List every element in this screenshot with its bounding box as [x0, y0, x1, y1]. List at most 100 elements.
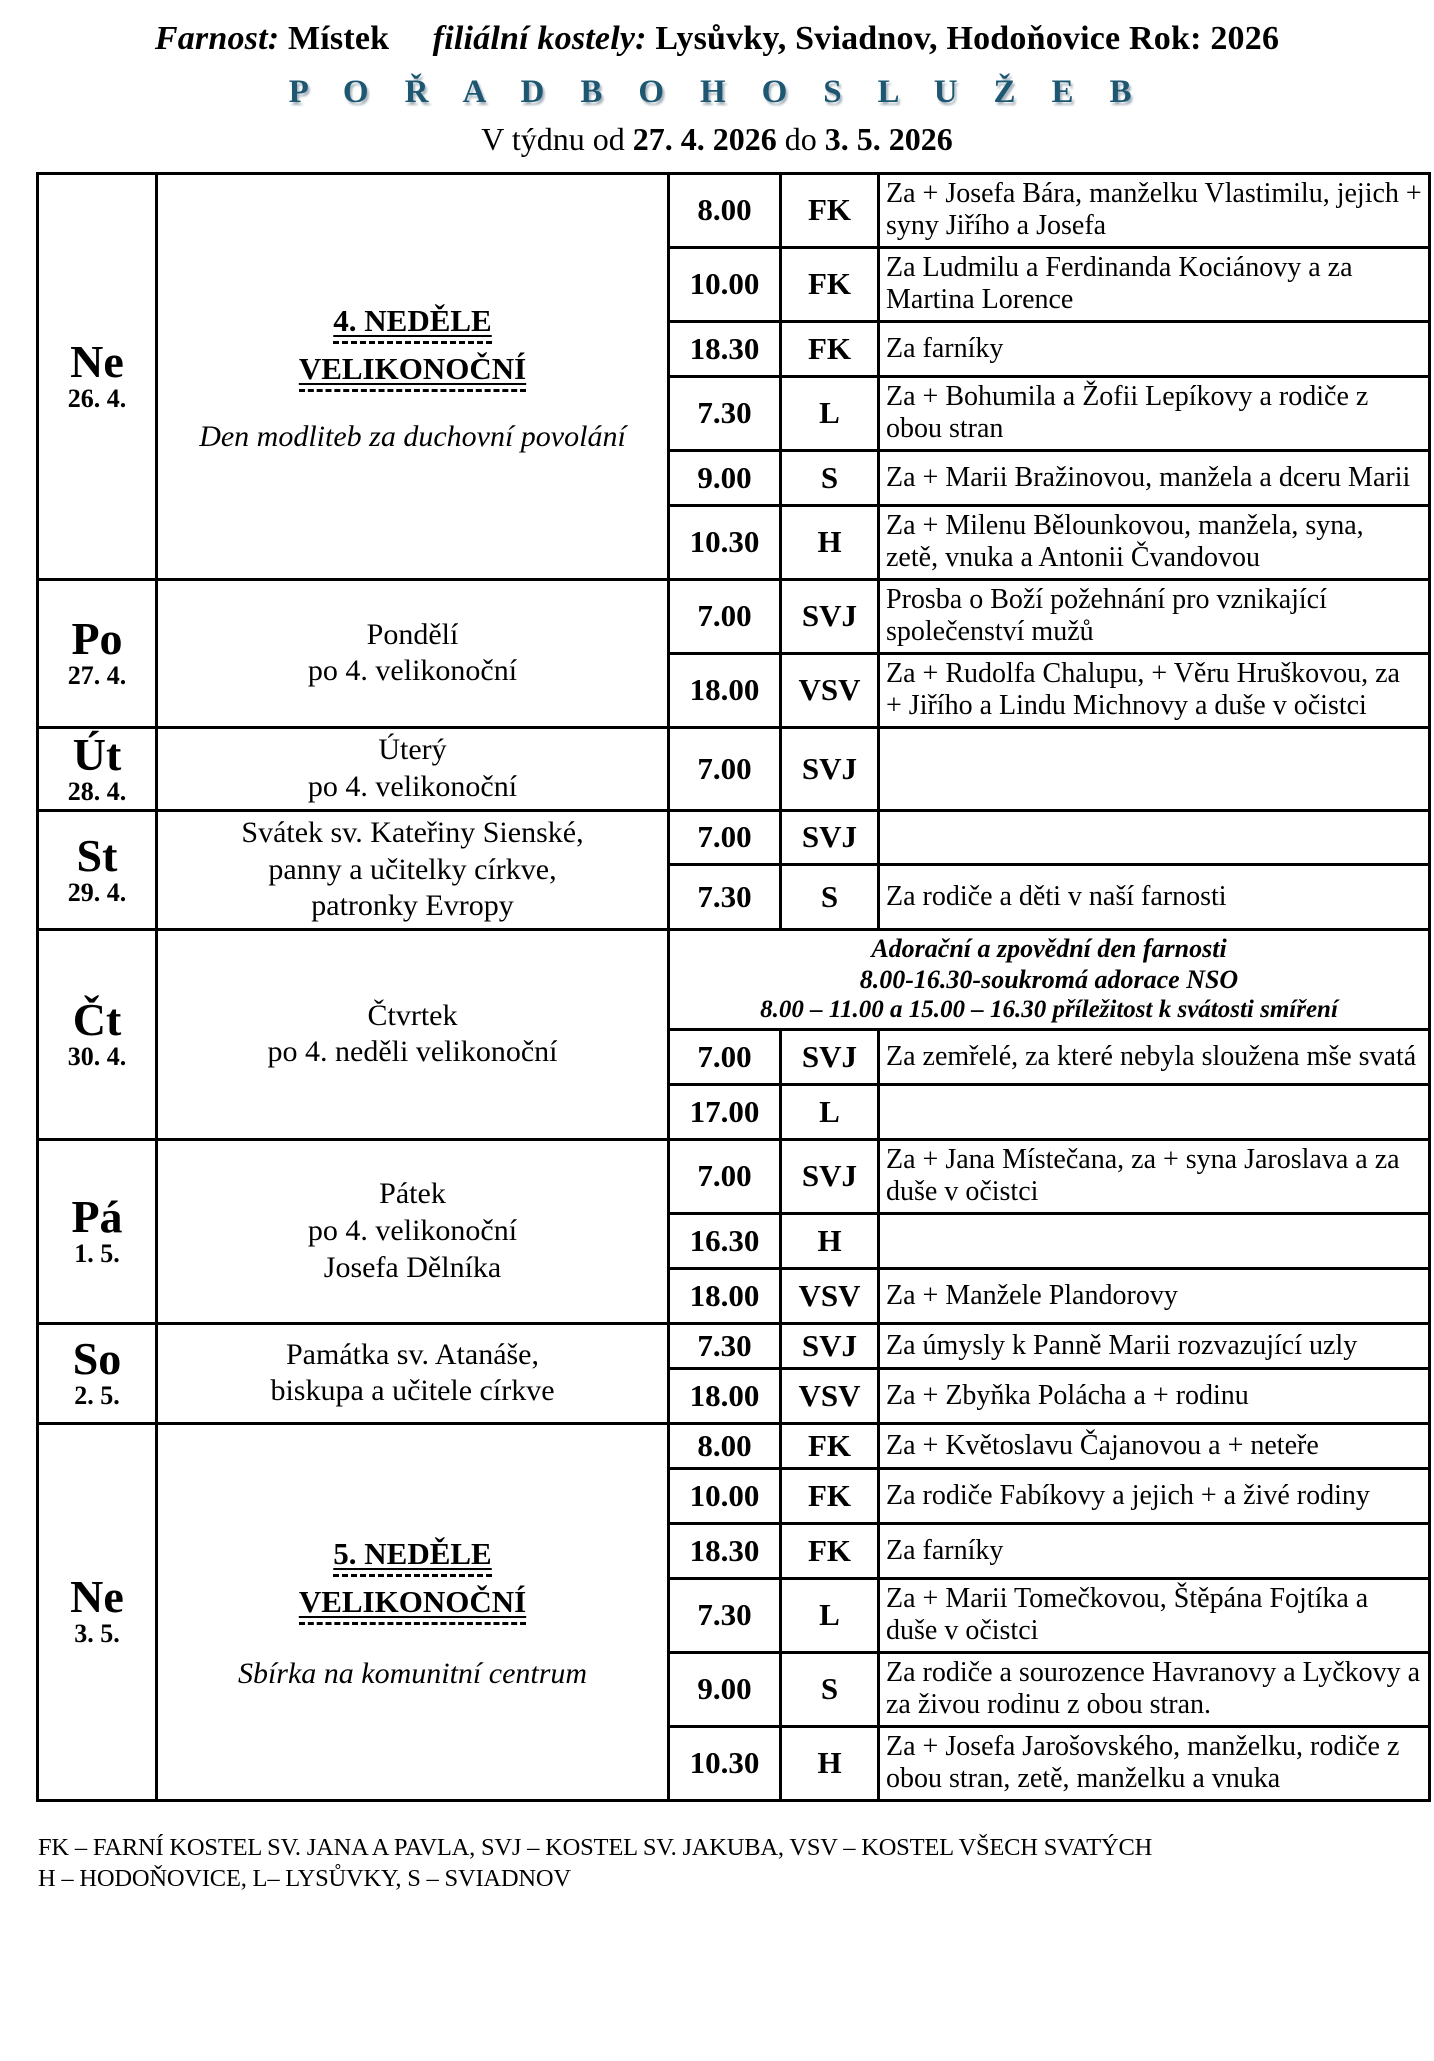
day-title-line: po 4. neděli velikonoční [267, 1035, 558, 1069]
mass-time-cell: 9.00 [667, 1650, 782, 1728]
mass-church-cell: S [779, 448, 880, 507]
farnost-value: Místek [287, 20, 390, 57]
schedule-row: 10.30 H Za + Milenu Bělounkovou, manžela, … [38, 503, 1431, 581]
schedule-row: 7.30 S Za rodiče a děti v naší farnosti [38, 862, 1431, 932]
schedule-table: Ne 26. 4. 4. NEDĚLE VELIKONOČNÍ Den modliteb… [36, 172, 1431, 1802]
feast-heading-text: 4. NEDĚLE [333, 303, 492, 345]
mass-church-cell: VSV [779, 651, 880, 729]
day-title-line: Památka sv. Atanáše, [286, 1337, 539, 1371]
mass-intention-cell: Za rodiče a sourozence Havranovy a Lyčko… [877, 1650, 1431, 1728]
mass-intention-cell: Za rodiče Fabíkovy a jejich + a živé rod… [877, 1466, 1431, 1525]
mass-time-cell: 10.30 [667, 1724, 782, 1802]
schedule-row: St 29. 4. Svátek sv. Kateřiny Sienské, pann… [36, 809, 1431, 931]
mass-church-cell: S [779, 862, 880, 932]
schedule-row: 9.00 S Za + Marii Bražinovou, manžela a dc… [38, 448, 1431, 507]
schedule-row: 17.00 L [38, 1082, 1431, 1141]
mass-time-cell: 10.00 [667, 1466, 782, 1525]
mass-time-cell: 7.00 [667, 1027, 782, 1086]
day-note-line: Den modliteb za duchovní povolání [199, 420, 626, 454]
mass-time-cell: 7.30 [667, 1576, 782, 1654]
day-abbreviation: St [76, 829, 118, 881]
day-date: 29. 4. [67, 877, 127, 907]
day-title-line: Pátek [379, 1177, 446, 1211]
day-title-line: Čtvrtek [367, 998, 458, 1032]
mass-church-cell: FK [779, 172, 880, 249]
mass-intention-cell: Za + Marii Bražinovou, manžela a dceru M… [877, 448, 1431, 507]
mass-intention-cell: Za + Josefa Bára, manželku Vlastimilu, j… [877, 172, 1431, 249]
mass-church-cell: SVJ [779, 809, 880, 866]
day-cell: St 29. 4. [36, 809, 158, 931]
mass-intention-cell [877, 809, 1431, 866]
mass-intention-cell: Za zemřelé, za které nebyla sloužena mše… [877, 1027, 1431, 1086]
day-abbreviation: Čt [72, 994, 122, 1046]
day-title-line: Úterý [378, 733, 447, 767]
schedule-row: 7.30 L Za + Bohumila a Žofii Lepíkovy a ro… [38, 374, 1431, 452]
day-cell: Čt 30. 4. [36, 928, 158, 1141]
day-description-cell: Památka sv. Atanáše, biskupa a učitele cí… [155, 1321, 670, 1425]
mass-intention-cell: Za + Milenu Bělounkovou, manžela, syna, … [877, 503, 1431, 581]
mass-time-cell: 7.30 [667, 862, 782, 932]
rok-label: Rok: [1129, 20, 1202, 57]
day-title-line: panny a učitelky církve, [268, 852, 557, 886]
day-title-line: Svátek sv. Kateřiny Sienské, [241, 816, 584, 850]
day-date: 3. 5. [74, 1619, 120, 1649]
week-subtitle: V týdnu od 27. 4. 2026 do 3. 5. 2026 [0, 121, 1434, 158]
day-title-line: biskupa a učitele církve [270, 1374, 555, 1408]
mass-church-cell: VSV [779, 1366, 880, 1425]
day-abbreviation: So [72, 1332, 122, 1384]
schedule-row: 16.30 H [38, 1211, 1431, 1270]
day-abbreviation: Út [72, 728, 122, 780]
schedule-row: 10.30 H Za + Josefa Jarošovského, manželku… [38, 1724, 1431, 1802]
schedule-row: Út 28. 4. Úterý po 4. velikonoční 7.00 SVJ [36, 725, 1431, 813]
mass-time-cell: 10.30 [667, 503, 782, 581]
mass-intention-cell: Za rodiče a děti v naší farnosti [877, 862, 1431, 932]
schedule-row: 18.00 VSV Za + Rudolfa Chalupu, + Věru Hru… [38, 651, 1431, 729]
schedule-body: Ne 26. 4. 4. NEDĚLE VELIKONOČNÍ Den modliteb… [36, 172, 1431, 1802]
mass-time-cell: 18.00 [667, 1366, 782, 1425]
mass-church-cell: L [779, 1576, 880, 1654]
schedule-row: 10.00 FK Za Ludmilu a Ferdinanda Kociánovy… [38, 245, 1431, 323]
day-cell: Út 28. 4. [36, 725, 158, 813]
mass-time-cell: 18.30 [667, 319, 782, 378]
mass-church-cell: H [779, 503, 880, 581]
mass-intention-cell: Prosba o Boží požehnání pro vznikající s… [877, 577, 1431, 655]
day-abbreviation: Po [71, 612, 123, 664]
mass-church-cell: H [779, 1724, 880, 1802]
adoration-banner-line: 8.00-16.30-soukromá adorace NSO [859, 964, 1239, 994]
mass-church-cell: L [779, 1082, 880, 1141]
day-title-line: po 4. velikonoční [307, 1214, 518, 1248]
mass-time-cell: 18.00 [667, 1266, 782, 1325]
day-date: 28. 4. [67, 776, 127, 806]
day-cell: Pá 1. 5. [36, 1137, 158, 1325]
mass-church-cell: FK [779, 1521, 880, 1580]
mass-church-cell: VSV [779, 1266, 880, 1325]
schedule-row: 18.00 VSV Za + Zbyňka Polácha a + rodinu [38, 1366, 1431, 1425]
filial-label: filiální kostely: [432, 20, 647, 57]
mass-intention-cell: Za + Josefa Jarošovského, manželku, rodi… [877, 1724, 1431, 1802]
schedule-row: Ne 26. 4. 4. NEDĚLE VELIKONOČNÍ Den modliteb… [36, 172, 1431, 581]
schedule-row: 7.30 L Za + Marii Tomečkovou, Štěpána Fojt… [38, 1576, 1431, 1654]
day-abbreviation: Ne [70, 336, 124, 388]
mass-time-cell: 7.00 [667, 577, 782, 655]
mass-time-cell: 7.30 [667, 374, 782, 452]
mass-church-cell: FK [779, 1421, 880, 1470]
day-description-cell: 4. NEDĚLE VELIKONOČNÍ Den modliteb za duch… [155, 172, 670, 581]
mass-church-cell: FK [779, 245, 880, 323]
mass-church-cell: SVJ [779, 577, 880, 655]
feast-heading-line: VELIKONOČNÍ [164, 345, 661, 393]
mass-time-cell: 18.30 [667, 1521, 782, 1580]
day-abbreviation: Ne [70, 1571, 124, 1623]
mass-intention-cell [877, 1211, 1431, 1270]
day-date: 26. 4. [67, 384, 127, 414]
day-title-line: Pondělí [366, 617, 459, 651]
farnost-label: Farnost: [154, 20, 280, 57]
feast-heading-line: VELIKONOČNÍ [164, 1578, 661, 1626]
mass-time-cell: 17.00 [667, 1082, 782, 1141]
mass-intention-cell: Za Ludmilu a Ferdinanda Kociánovy a za M… [877, 245, 1431, 323]
mass-intention-cell: Za úmysly k Panně Marii rozvazující uzly [877, 1321, 1431, 1370]
day-date: 30. 4. [67, 1042, 127, 1072]
legend-footer: FK – FARNÍ KOSTEL SV. JANA A PAVLA, SVJ … [38, 1832, 1434, 1896]
mass-time-cell: 8.00 [667, 1421, 782, 1470]
day-date: 2. 5. [74, 1380, 120, 1410]
